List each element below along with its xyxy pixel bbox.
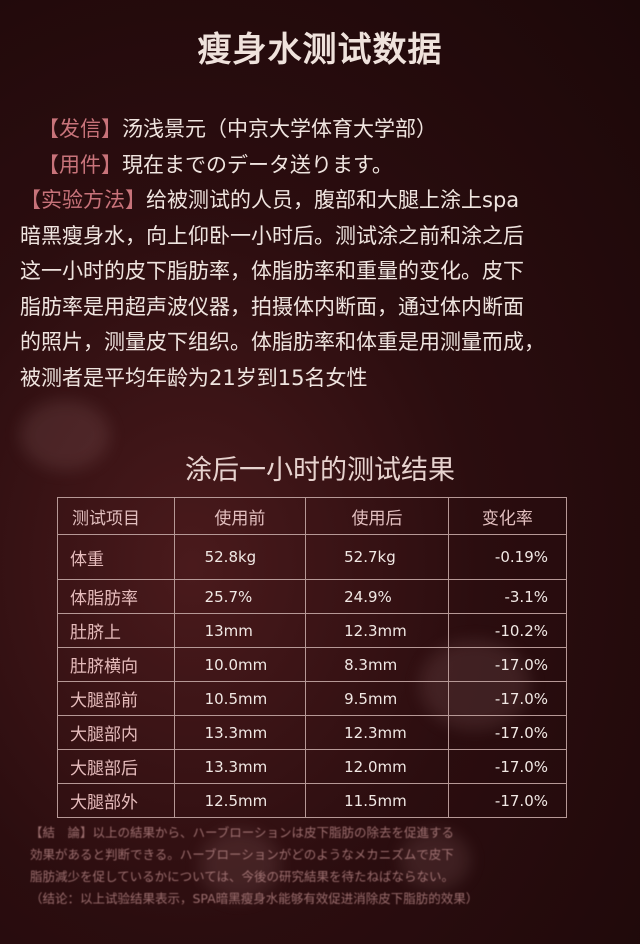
cell-before: 10.0mm [173, 647, 307, 682]
table-row: 大腿部前 10.5mm 9.5mm -17.0% [57, 681, 568, 716]
table-header: 测试项目 使用前 使用后 变化率 [57, 497, 568, 535]
cell-after: 8.3mm [305, 647, 449, 682]
table-row: 体重 52.8kg 52.7kg -0.19% [57, 534, 568, 580]
subject-label: 【用件】 [38, 152, 122, 177]
cell-change: -3.1% [447, 579, 568, 614]
results-title: 涂后一小时的测试结果 [185, 455, 455, 486]
cell-item: 体脂肪率 [57, 579, 175, 614]
sender-label: 【发信】 [38, 117, 122, 141]
cell-before: 25.7% [173, 579, 307, 614]
cell-before: 13mm [173, 613, 307, 648]
cell-after: 52.7kg [305, 534, 449, 580]
table-row: 大腿部外 12.5mm 11.5mm -17.0% [57, 783, 568, 818]
table-row: 大腿部后 13.3mm 12.0mm -17.0% [57, 749, 568, 784]
method-line: 的照片，测量皮下组织。体脂肪率和体重是用测量而成， [20, 330, 545, 354]
method-line: 脂肪率是用超声波仪器，拍摄体内断面，通过体内断面 [20, 294, 524, 319]
table-row: 肚脐横向 10.0mm 8.3mm -17.0% [57, 647, 568, 682]
cell-after: 12.0mm [305, 749, 449, 784]
table-row: 肚脐上 13mm 12.3mm -10.2% [57, 613, 568, 648]
page-title: 瘦身水测试数据 [197, 30, 443, 70]
conclusion-line: 【結 論】以上の結果から、ハーブローションは皮下脂肪の除去を促進する [30, 825, 455, 840]
cell-after: 12.3mm [305, 715, 449, 750]
cell-item: 肚脐横向 [57, 647, 175, 682]
cell-before: 12.5mm [173, 783, 307, 818]
cell-change: -10.2% [447, 613, 568, 648]
method-line: 被测者是平均年龄为21岁到15名女性 [20, 365, 368, 390]
cell-change: -17.0% [447, 749, 568, 784]
cell-before: 13.3mm [173, 749, 307, 784]
subject: 現在までのデータ送ります。 [122, 152, 393, 177]
results-table: 测试项目 使用前 使用后 变化率 体重 52.8kg 52.7kg -0.19% 体脂肪… [57, 497, 568, 818]
cell-before: 13.3mm [173, 715, 307, 750]
cell-after: 12.3mm [305, 613, 449, 648]
cell-before: 10.5mm [173, 681, 307, 716]
cell-change: -17.0% [447, 783, 568, 818]
sender: 汤浅景元（中京大学体育大学部） [122, 117, 437, 141]
conclusion-line: 脂肪減少を促しているかについては、今後の研究結果を待たねばならない。 [30, 869, 455, 884]
method-line: 暗黑瘦身水，向上仰卧一小时后。测试涂之前和涂之后 [20, 223, 524, 248]
cell-item: 肚脐上 [57, 613, 175, 648]
conclusion-line: （结论：以上试验结果表示，SPA暗黑瘦身水能够有效促进消除皮下脂肪的效果） [30, 891, 479, 906]
cell-change: -17.0% [447, 681, 568, 716]
cell-item: 大腿部内 [57, 715, 175, 750]
method-line: 【实验方法】给被测试的人员，腹部和大腿上涂上spa [20, 183, 630, 219]
cell-change: -0.19% [447, 534, 568, 580]
info-section: 【发信】汤浅景元（中京大学体育大学部） 【用件】現在までのデータ送ります。 【实… [20, 112, 630, 396]
table-row: 体脂肪率 25.7% 24.9% -3.1% [57, 579, 568, 614]
conclusion: 【結 論】以上の結果から、ハーブローションは皮下脂肪の除去を促進する 効果がある… [30, 822, 620, 910]
header-before: 使用前 [173, 497, 307, 535]
sender-line: 【发信】汤浅景元（中京大学体育大学部） [20, 112, 630, 148]
table-row: 大腿部内 13.3mm 12.3mm -17.0% [57, 715, 568, 750]
conclusion-line: 効果があると判断できる。ハーブローションがどのようなメカニズムで皮下 [30, 847, 454, 862]
cell-item: 大腿部前 [57, 681, 175, 716]
method-line: 这一小时的皮下脂肪率，体脂肪率和重量的变化。皮下 [20, 259, 524, 283]
header-change: 变化率 [447, 497, 568, 535]
cell-after: 24.9% [305, 579, 449, 614]
method-text: 给被测试的人员，腹部和大腿上涂上spa [146, 188, 520, 212]
cell-change: -17.0% [447, 647, 568, 682]
cell-after: 11.5mm [305, 783, 449, 818]
header-after: 使用后 [305, 497, 449, 535]
header-item: 测试项目 [57, 497, 175, 535]
cell-change: -17.0% [447, 715, 568, 750]
cell-item: 大腿部后 [57, 749, 175, 784]
subject-line: 【用件】現在までのデータ送ります。 [20, 148, 630, 184]
cell-before: 52.8kg [173, 534, 307, 580]
cell-after: 9.5mm [305, 681, 449, 716]
cell-item: 体重 [57, 534, 175, 580]
cell-item: 大腿部外 [57, 783, 175, 818]
method-label: 【实验方法】 [20, 188, 146, 212]
